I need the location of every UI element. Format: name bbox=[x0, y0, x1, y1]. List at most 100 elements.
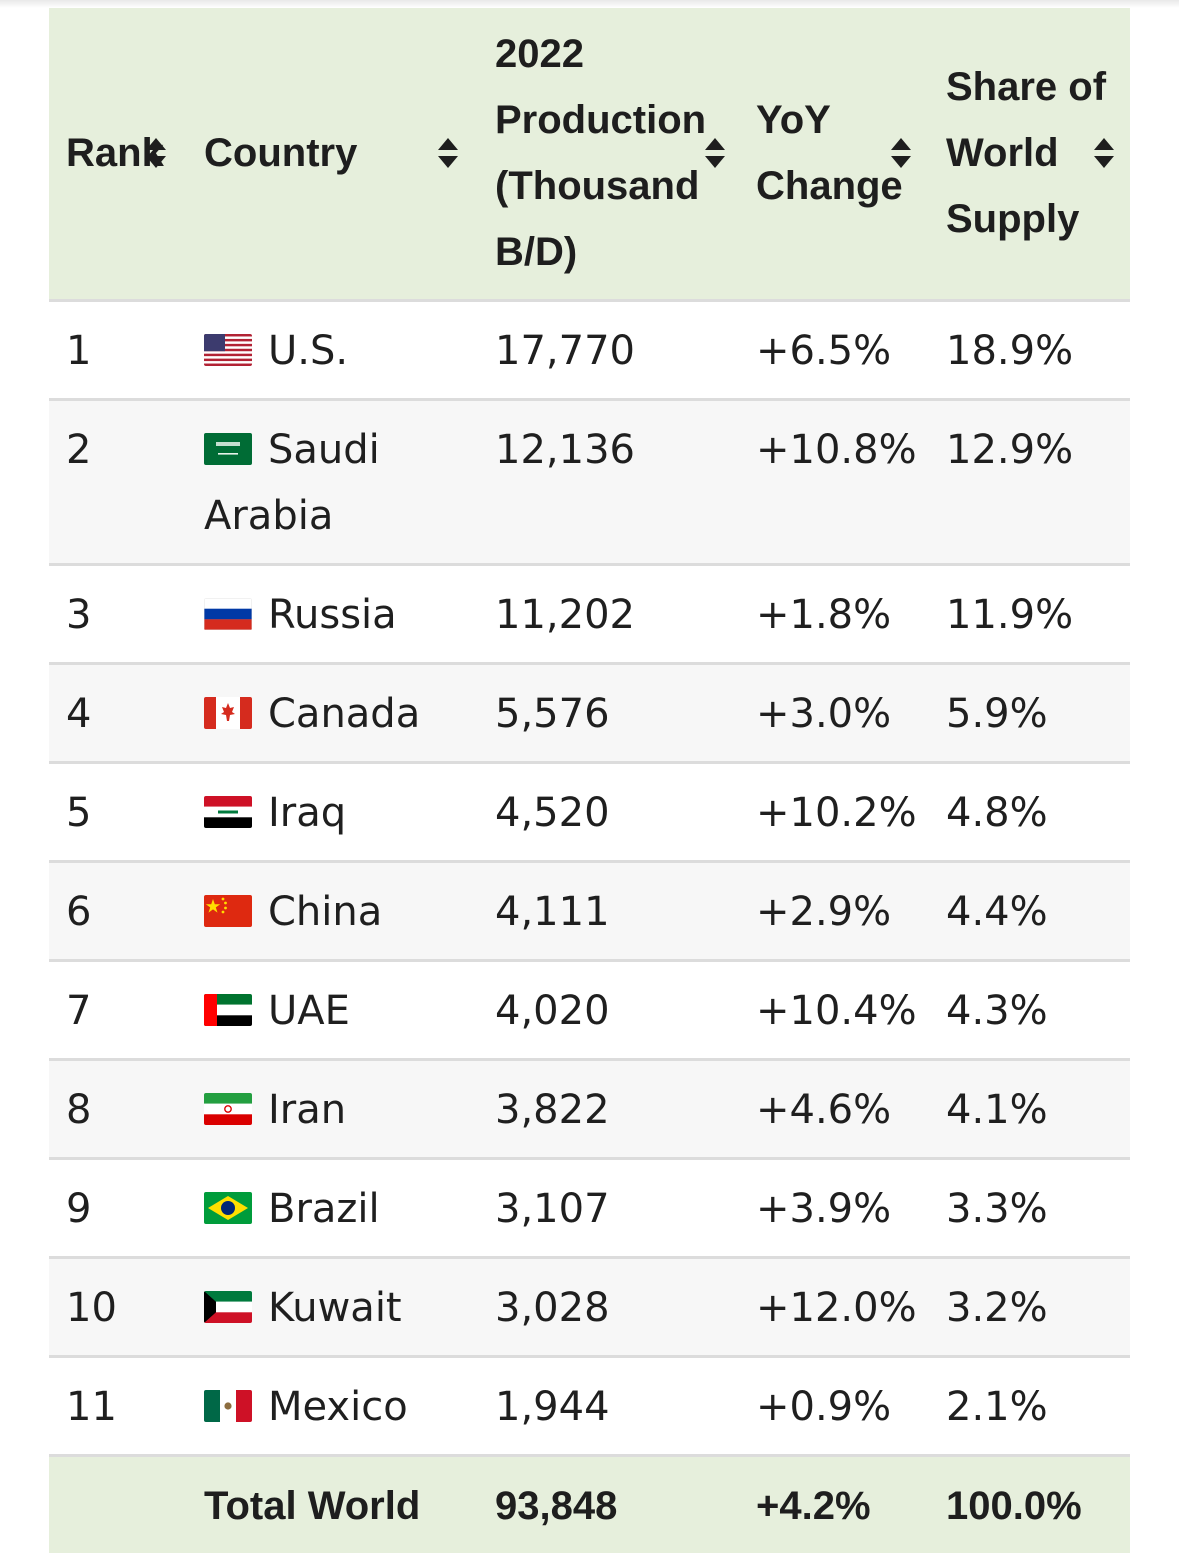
header-share-line: Supply bbox=[946, 197, 1080, 242]
table-row: 2 Saudi Arabia 12,136 +10.8% 12.9% bbox=[49, 399, 1130, 564]
table-row: 9 Brazil 3,107 +3.9% 3.3% bbox=[49, 1158, 1130, 1257]
yoy-cell: +10.2% bbox=[756, 789, 917, 836]
production-cell: 4,111 bbox=[495, 888, 610, 935]
table-row: 5 Iraq 4,520 +10.2% 4.8% bbox=[49, 762, 1130, 861]
share-cell: 4.4% bbox=[946, 888, 1048, 935]
country-cell: UAE bbox=[187, 960, 478, 1059]
sort-icon[interactable] bbox=[144, 135, 168, 171]
country-cell: Brazil bbox=[187, 1158, 478, 1257]
yoy-cell: +0.9% bbox=[756, 1383, 892, 1430]
yoy-cell: +2.9% bbox=[756, 888, 892, 935]
rank-cell: 8 bbox=[66, 1086, 92, 1133]
flag-russia-icon bbox=[204, 597, 252, 630]
share-cell: 3.2% bbox=[946, 1284, 1048, 1331]
country-name: UAE bbox=[268, 987, 350, 1034]
country-name: Iraq bbox=[268, 789, 347, 836]
flag-saudi-arabia-icon bbox=[204, 432, 252, 465]
flag-mexico-icon bbox=[204, 1389, 252, 1422]
production-cell: 4,520 bbox=[495, 789, 610, 836]
share-cell: 4.3% bbox=[946, 987, 1048, 1034]
yoy-cell: +3.9% bbox=[756, 1185, 892, 1232]
rank-cell: 10 bbox=[66, 1284, 117, 1331]
country-name: Saudi Arabia bbox=[204, 426, 380, 539]
sort-icon[interactable] bbox=[1092, 135, 1116, 171]
flag-china-icon bbox=[204, 894, 252, 927]
header-yoy[interactable]: YoY Change bbox=[739, 8, 929, 302]
country-name: Canada bbox=[268, 690, 421, 737]
header-yoy-line: YoY bbox=[756, 98, 831, 143]
rank-cell: 9 bbox=[66, 1185, 92, 1232]
table-row: 4 Canada 5,576 +3.0% 5.9% bbox=[49, 663, 1130, 762]
header-production-line: Production bbox=[495, 98, 707, 143]
country-name: Brazil bbox=[268, 1185, 380, 1232]
country-cell: Saudi Arabia bbox=[187, 399, 478, 564]
flag-brazil-icon bbox=[204, 1191, 252, 1224]
table-body: 1 U.S. 17,770 +6.5% 18.9% 2 Saudi Arabia… bbox=[49, 300, 1130, 1455]
rank-cell: 6 bbox=[66, 888, 92, 935]
total-share: 100.0% bbox=[946, 1483, 1082, 1528]
header-production-line: (Thousand bbox=[495, 164, 700, 209]
country-name: Mexico bbox=[268, 1383, 408, 1430]
yoy-cell: +6.5% bbox=[756, 327, 892, 374]
yoy-cell: +1.8% bbox=[756, 591, 892, 638]
production-cell: 11,202 bbox=[495, 591, 635, 638]
yoy-cell: +4.6% bbox=[756, 1086, 892, 1133]
rank-cell: 1 bbox=[66, 327, 92, 374]
share-cell: 18.9% bbox=[946, 327, 1074, 374]
header-share-line: Share of bbox=[946, 65, 1107, 110]
table-row: 1 U.S. 17,770 +6.5% 18.9% bbox=[49, 300, 1130, 399]
header-production-line: B/D) bbox=[495, 230, 578, 275]
oil-production-table: Rank Country 2022 Production (Thousand B… bbox=[49, 8, 1130, 1553]
flag-us-icon bbox=[204, 333, 252, 366]
country-name: Russia bbox=[268, 591, 397, 638]
production-cell: 1,944 bbox=[495, 1383, 610, 1430]
production-cell: 12,136 bbox=[495, 426, 635, 473]
country-cell: Kuwait bbox=[187, 1257, 478, 1356]
country-cell: Iran bbox=[187, 1059, 478, 1158]
table-row: 10 Kuwait 3,028 +12.0% 3.2% bbox=[49, 1257, 1130, 1356]
header-yoy-line: Change bbox=[756, 164, 903, 209]
table-row: 8 Iran 3,822 +4.6% 4.1% bbox=[49, 1059, 1130, 1158]
top-shadow bbox=[0, 0, 1179, 8]
yoy-cell: +12.0% bbox=[756, 1284, 917, 1331]
sort-icon[interactable] bbox=[889, 135, 913, 171]
country-name: U.S. bbox=[268, 327, 349, 374]
header-rank[interactable]: Rank bbox=[49, 8, 187, 302]
share-cell: 4.8% bbox=[946, 789, 1048, 836]
rank-cell: 5 bbox=[66, 789, 92, 836]
total-production: 93,848 bbox=[495, 1483, 618, 1528]
header-country[interactable]: Country bbox=[187, 8, 478, 302]
total-label: Total World bbox=[204, 1483, 421, 1528]
rank-cell: 4 bbox=[66, 690, 92, 737]
production-cell: 3,028 bbox=[495, 1284, 610, 1331]
table-row: 3 Russia 11,202 +1.8% 11.9% bbox=[49, 564, 1130, 663]
country-name: Iran bbox=[268, 1086, 347, 1133]
country-cell: Russia bbox=[187, 564, 478, 663]
table-row: 7 UAE 4,020 +10.4% 4.3% bbox=[49, 960, 1130, 1059]
sort-icon[interactable] bbox=[436, 135, 460, 171]
sort-icon[interactable] bbox=[703, 135, 727, 171]
flag-canada-icon bbox=[204, 696, 252, 729]
country-cell: Mexico bbox=[187, 1356, 478, 1455]
total-yoy: +4.2% bbox=[756, 1483, 871, 1528]
rank-cell: 7 bbox=[66, 987, 92, 1034]
header-share[interactable]: Share of World Supply bbox=[929, 8, 1130, 302]
table-header-row: Rank Country 2022 Production (Thousand B… bbox=[49, 8, 1130, 302]
country-cell: Canada bbox=[187, 663, 478, 762]
share-cell: 12.9% bbox=[946, 426, 1074, 473]
country-name: Kuwait bbox=[268, 1284, 402, 1331]
production-cell: 5,576 bbox=[495, 690, 610, 737]
header-production[interactable]: 2022 Production (Thousand B/D) bbox=[478, 8, 739, 302]
flag-kuwait-icon bbox=[204, 1290, 252, 1323]
country-name: China bbox=[268, 888, 383, 935]
total-row: Total World 93,848 +4.2% 100.0% bbox=[49, 1455, 1130, 1553]
share-cell: 2.1% bbox=[946, 1383, 1048, 1430]
country-cell: U.S. bbox=[187, 300, 478, 399]
rank-cell: 3 bbox=[66, 591, 92, 638]
table-row: 6 China 4,111 +2.9% 4.4% bbox=[49, 861, 1130, 960]
flag-uae-icon bbox=[204, 993, 252, 1026]
country-cell: China bbox=[187, 861, 478, 960]
yoy-cell: +3.0% bbox=[756, 690, 892, 737]
header-rank-label: Rank bbox=[66, 131, 164, 176]
production-cell: 3,107 bbox=[495, 1185, 610, 1232]
